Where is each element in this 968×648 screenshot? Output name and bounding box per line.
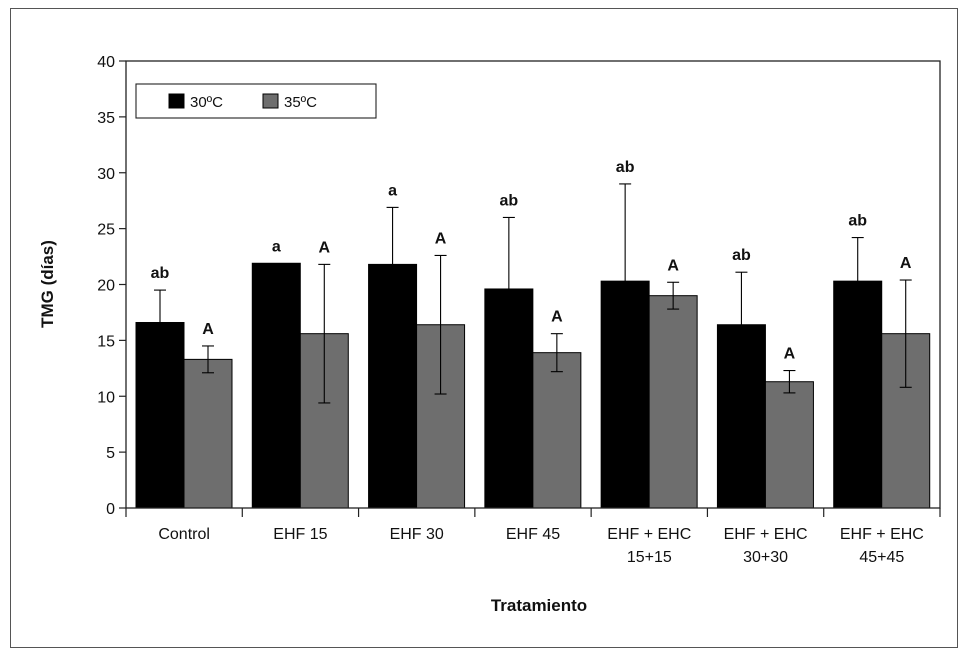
x-tick-label: EHF + EHC <box>840 526 924 543</box>
y-tick-label: 0 <box>106 501 115 518</box>
legend-label: 35ºC <box>284 94 317 111</box>
significance-label: A <box>667 257 679 274</box>
bar <box>183 358 233 509</box>
significance-label: A <box>202 321 214 338</box>
x-tick-label: EHF 45 <box>506 526 560 543</box>
legend: 30ºC 35ºC <box>135 83 377 119</box>
significance-label: a <box>272 238 281 255</box>
y-tick-label: 35 <box>97 110 115 127</box>
significance-label: A <box>784 346 796 363</box>
x-tick-label: EHF 15 <box>273 526 327 543</box>
legend-swatch <box>168 93 185 109</box>
significance-label: ab <box>616 159 635 176</box>
significance-label: ab <box>848 213 867 230</box>
y-tick-label: 10 <box>97 389 115 406</box>
y-tick-label: 5 <box>106 445 115 462</box>
significance-label: A <box>551 309 563 326</box>
x-tick-label: 15+15 <box>627 549 672 566</box>
legend-label: 30ºC <box>190 94 223 111</box>
bar <box>764 381 814 509</box>
significance-label: A <box>900 255 912 272</box>
significance-label: ab <box>151 265 170 282</box>
x-tick-label: Control <box>158 526 210 543</box>
legend-swatch <box>262 93 279 109</box>
x-tick-label: 30+30 <box>743 549 788 566</box>
significance-label: A <box>435 230 447 247</box>
significance-label: a <box>388 182 397 199</box>
y-tick-label: 25 <box>97 222 115 239</box>
y-axis-title: TMG (días) <box>38 240 57 328</box>
x-tick-label: EHF + EHC <box>724 526 808 543</box>
bar <box>648 295 698 509</box>
y-tick-label: 20 <box>97 278 115 295</box>
x-tick-label: EHF 30 <box>390 526 444 543</box>
y-tick-label: 40 <box>97 54 115 71</box>
significance-label: ab <box>500 192 519 209</box>
significance-label: ab <box>732 247 751 264</box>
significance-label: A <box>319 239 331 256</box>
bar <box>251 262 301 509</box>
x-axis-title: Tratamiento <box>491 596 587 615</box>
y-tick-label: 30 <box>97 166 115 183</box>
bars: ab Aa Aa Aab Aab Aab Aab A <box>135 159 931 509</box>
axes: 0 5 10 15 20 25 30 35 40 Control EHF 15 EHF 30 EHF 4… <box>97 54 941 566</box>
x-tick-label: EHF + EHC <box>607 526 691 543</box>
x-tick-label: 45+45 <box>859 549 904 566</box>
chart-svg: 30ºC 35ºC ab Aa Aa Aab Aab Aab Aab A 0 5 10 15 20 25 3… <box>38 54 941 615</box>
y-tick-label: 15 <box>97 333 115 350</box>
bar <box>532 352 582 509</box>
